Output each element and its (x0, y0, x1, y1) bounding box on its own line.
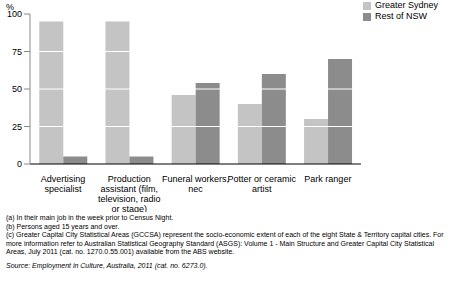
svg-text:Potter or ceramicartist: Potter or ceramicartist (227, 174, 296, 194)
svg-text:25: 25 (12, 122, 22, 132)
html-text:(a) In their main job in the w: (a) In their main job in the week prior … (6, 214, 174, 221)
html-text:Greater Sydney: Greater Sydney (375, 0, 438, 10)
html-text:Source: Employment in Culture,: Source: Employment in Culture, Australia… (6, 262, 208, 269)
html-text:(c) Greater Capital City Stati: (c) Greater Capital City Statistical Are… (6, 231, 444, 256)
svg-text:Funeral workers,nec: Funeral workers,nec (162, 174, 229, 194)
svg-text:Advertisingspecialist: Advertisingspecialist (41, 174, 86, 194)
html-text:Rest of NSW: Rest of NSW (375, 11, 427, 21)
svg-text:Park ranger: Park ranger (304, 174, 351, 184)
svg-text:100: 100 (8, 9, 22, 19)
svg-text:50: 50 (12, 84, 22, 94)
svg-text:Productionassistant (film,tele: Productionassistant (film,television, ra… (98, 174, 161, 212)
html-text:(b) Persons aged 15 years and: (b) Persons aged 15 years and over. (6, 222, 120, 230)
svg-text:75: 75 (12, 47, 22, 57)
svg-text:0: 0 (17, 159, 22, 169)
